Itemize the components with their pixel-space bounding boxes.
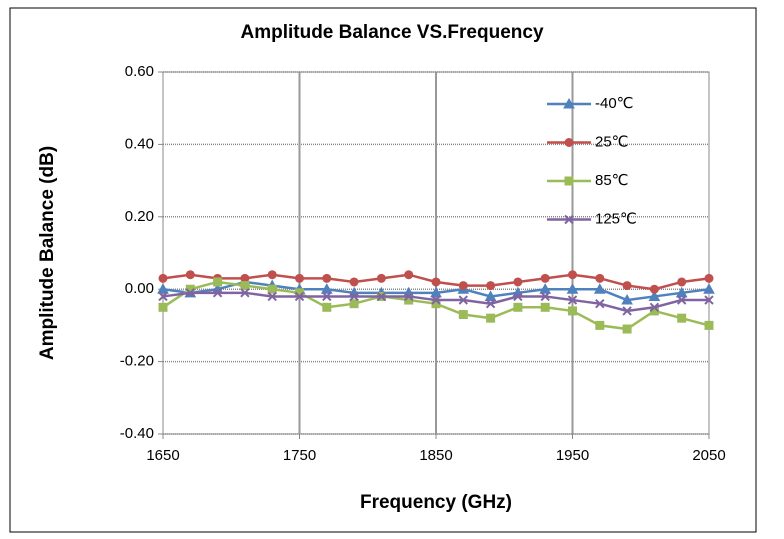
data-point	[649, 284, 659, 294]
data-point	[349, 277, 359, 287]
data-point	[704, 320, 714, 330]
legend-label: -40℃	[595, 95, 634, 112]
data-point	[376, 273, 386, 283]
data-point	[566, 283, 579, 294]
data-point	[295, 273, 304, 283]
data-point	[240, 281, 250, 291]
data-point	[185, 270, 195, 280]
x-axis-label: Frequency (GHz)	[360, 492, 512, 513]
data-point	[513, 277, 523, 287]
y-tick-label: 0.00	[125, 280, 154, 297]
data-point	[458, 310, 468, 320]
data-point	[349, 291, 359, 302]
data-point	[539, 283, 552, 294]
data-point	[158, 273, 168, 283]
data-point	[568, 306, 577, 316]
data-point	[212, 288, 223, 298]
x-tick-label: 1650	[146, 447, 179, 464]
data-point	[430, 286, 442, 298]
data-point	[294, 291, 305, 302]
legend-marker	[564, 176, 574, 186]
y-tick-label: -0.40	[120, 425, 154, 442]
data-point	[677, 313, 687, 323]
data-point	[458, 281, 468, 291]
data-point	[677, 277, 687, 287]
data-point	[675, 286, 688, 298]
data-point	[484, 290, 497, 301]
data-point	[320, 283, 333, 294]
data-point	[403, 291, 414, 302]
data-point	[649, 302, 660, 313]
data-point	[486, 281, 496, 291]
data-point	[513, 302, 523, 312]
x-tick-label: 1850	[419, 447, 452, 464]
data-point	[540, 273, 550, 283]
data-point	[485, 298, 496, 309]
data-point	[404, 270, 414, 280]
data-point	[593, 283, 606, 294]
y-axis-label: Amplitude Balance (dB)	[37, 146, 58, 360]
data-point	[267, 291, 277, 302]
data-point	[267, 270, 277, 280]
data-point	[240, 288, 250, 298]
data-point	[648, 290, 661, 301]
data-point	[567, 295, 578, 305]
data-point	[322, 291, 332, 302]
data-point	[486, 313, 496, 323]
data-point	[595, 320, 605, 330]
data-point	[704, 273, 714, 283]
legend-marker	[564, 138, 574, 147]
legend-marker	[563, 97, 575, 109]
data-point	[213, 277, 223, 287]
data-point	[431, 277, 441, 287]
y-tick-label: 0.40	[125, 135, 154, 152]
data-point	[676, 295, 687, 305]
y-tick-label: 0.60	[125, 63, 154, 80]
legend-label: 85℃	[595, 172, 629, 189]
y-tick-label: -0.20	[120, 353, 154, 370]
data-point	[622, 281, 632, 291]
data-point	[376, 291, 387, 302]
x-tick-label: 1750	[283, 447, 316, 464]
legend-label: 25℃	[595, 133, 629, 150]
data-point	[622, 306, 632, 316]
data-point	[267, 284, 277, 294]
x-tick-label: 1950	[556, 447, 589, 464]
data-point	[595, 273, 605, 283]
data-point	[540, 291, 550, 302]
data-point	[458, 295, 469, 305]
data-point	[513, 291, 523, 302]
data-point	[595, 298, 605, 309]
data-point	[540, 302, 550, 312]
data-point	[158, 302, 168, 312]
data-point	[431, 295, 441, 305]
data-point	[158, 291, 168, 302]
data-point	[157, 283, 169, 294]
legend-label: 125℃	[595, 210, 637, 227]
data-point	[349, 299, 359, 309]
data-point	[704, 295, 714, 305]
data-point	[185, 288, 196, 298]
legend-marker	[564, 214, 574, 225]
data-point	[322, 273, 332, 283]
chart-frame	[9, 7, 757, 533]
chart-title: Amplitude Balance VS.Frequency	[240, 22, 543, 43]
data-point	[568, 270, 577, 280]
data-point	[621, 294, 633, 305]
x-tick-label: 2050	[692, 447, 725, 464]
data-point	[703, 283, 715, 294]
data-point	[322, 302, 332, 312]
plot-area	[162, 71, 710, 435]
data-point	[622, 324, 632, 334]
y-tick-label: 0.20	[125, 208, 154, 225]
